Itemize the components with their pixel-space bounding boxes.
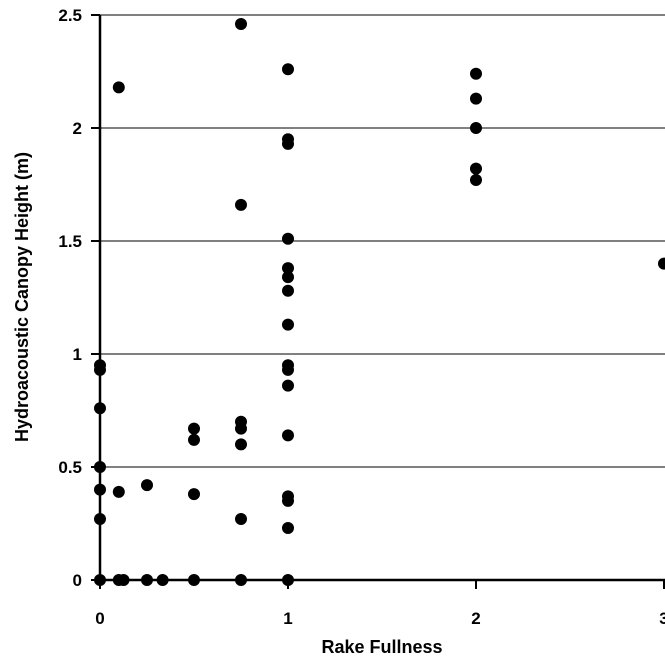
data-point	[470, 92, 482, 105]
gridlines	[100, 14, 665, 468]
x-tick-label: 0	[95, 609, 104, 628]
y-tick-label: 2.5	[58, 6, 82, 25]
y-tick-label: 1.5	[58, 232, 82, 251]
data-point	[112, 81, 125, 94]
data-point	[282, 318, 294, 331]
tick-labels: 0 0.5 1 1.5 2 2.5 0 1 2 3	[58, 6, 665, 628]
data-point	[94, 574, 106, 586]
x-axis-title: Rake Fullness	[321, 637, 442, 657]
data-point	[282, 429, 294, 442]
data-point	[94, 461, 106, 473]
data-point	[470, 162, 482, 175]
data-point	[282, 574, 294, 586]
y-axis-title: Hydroacoustic Canopy Height (m)	[12, 152, 32, 442]
data-point	[235, 574, 247, 586]
data-point	[94, 512, 106, 525]
data-point	[94, 483, 106, 496]
data-point	[188, 574, 200, 586]
data-point	[470, 67, 482, 80]
data-point	[282, 63, 294, 76]
data-point	[235, 415, 247, 428]
data-point	[282, 262, 294, 275]
x-tick-label: 3	[659, 609, 665, 628]
data-point	[282, 522, 294, 535]
axes	[98, 15, 665, 582]
data-point	[282, 271, 294, 284]
x-tick-label: 1	[283, 609, 292, 628]
data-point	[282, 359, 294, 372]
data-point	[282, 490, 294, 503]
data-point	[658, 257, 665, 270]
data-point	[188, 422, 200, 435]
y-tick-label: 1	[73, 345, 82, 364]
data-point	[282, 133, 294, 146]
data-points	[94, 18, 665, 586]
data-point	[141, 574, 153, 586]
tick-marks	[91, 14, 665, 589]
data-point	[188, 488, 200, 501]
data-point	[156, 574, 169, 586]
data-point	[141, 479, 153, 492]
y-tick-label: 2	[73, 119, 82, 138]
data-point	[470, 173, 482, 186]
data-point	[94, 402, 106, 415]
data-point	[117, 574, 130, 586]
y-tick-label: 0.5	[58, 458, 82, 477]
data-point	[282, 284, 294, 297]
y-tick-label: 0	[73, 571, 82, 590]
x-tick-label: 2	[471, 609, 480, 628]
data-point	[188, 433, 200, 446]
data-point	[235, 18, 247, 31]
data-point	[235, 198, 247, 211]
data-point	[282, 379, 294, 392]
data-point	[112, 485, 125, 498]
data-point	[235, 512, 247, 525]
data-point	[235, 438, 247, 451]
data-point	[470, 122, 482, 134]
data-point	[282, 232, 294, 245]
data-point	[94, 359, 106, 372]
